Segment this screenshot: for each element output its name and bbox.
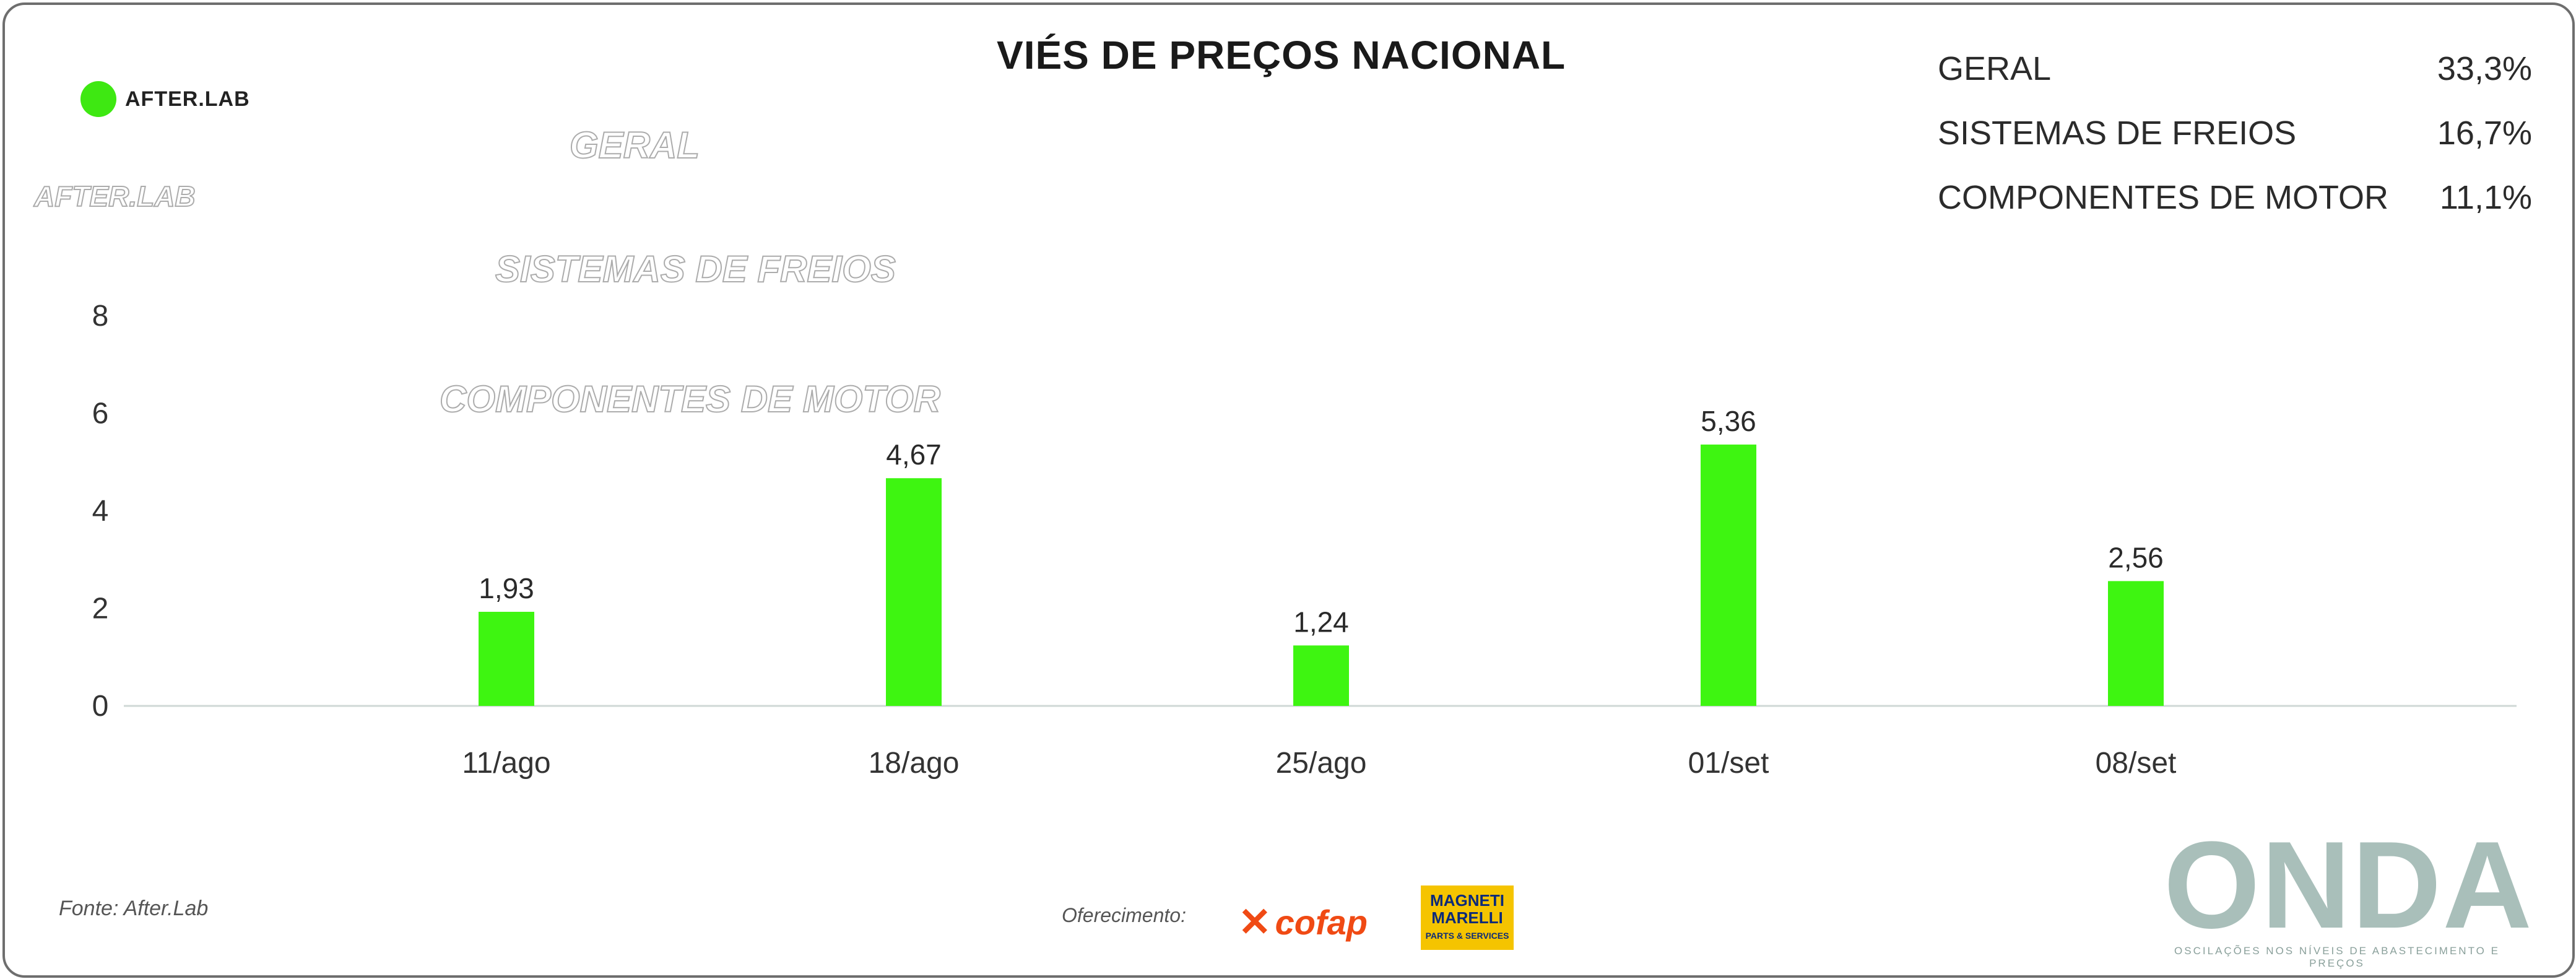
x-tick-label: 25/ago	[1276, 747, 1367, 780]
summary-value: 33,3%	[2437, 50, 2532, 87]
cofap-logo: ✕ cofap	[1238, 899, 1368, 946]
bar-value-label: 4,67	[886, 438, 942, 471]
bar	[886, 478, 942, 706]
summary-label: GERAL	[1938, 50, 2052, 87]
onda-tagline: OSCILAÇÕES NOS NÍVEIS DE ABASTECIMENTO E…	[2174, 945, 2500, 969]
bar	[1701, 444, 1756, 706]
afterlab-logo: AFTER.LAB	[80, 80, 250, 118]
y-tick-label: 8	[92, 300, 109, 333]
bar-value-label: 1,93	[479, 572, 534, 604]
x-tick-label: 18/ago	[869, 747, 960, 780]
ghost-afterlab: AFTER.LAB	[33, 180, 196, 213]
summary-row: COMPONENTES DE MOTOR 11,1%	[1938, 178, 2532, 243]
y-tick-label: 6	[92, 398, 109, 430]
summary-table: GERAL 33,3% SISTEMAS DE FREIOS 16,7% COM…	[1938, 50, 2532, 243]
bar	[479, 612, 534, 706]
magneti-marelli-sub: PARTS & SERVICES	[1425, 931, 1509, 941]
bar	[1293, 645, 1349, 706]
onda-logo: ONDA OSCILAÇÕES NOS NÍVEIS DE ABASTECIME…	[2164, 816, 2533, 970]
onda-logo-text: ONDA	[2164, 816, 2533, 954]
ghost-motor-label: COMPONENTES DE MOTOR	[439, 378, 941, 420]
x-tick-label: 01/set	[1688, 747, 1769, 780]
summary-label: COMPONENTES DE MOTOR	[1938, 179, 2389, 216]
ghost-freios-label: SISTEMAS DE FREIOS	[495, 248, 896, 290]
afterlab-logo-icon	[80, 81, 116, 117]
summary-value: 16,7%	[2437, 115, 2532, 152]
sponsor-label: Oferecimento:	[1062, 904, 1186, 926]
summary-row: SISTEMAS DE FREIOS 16,7%	[1938, 114, 2532, 178]
ghost-geral-label: GERAL	[569, 124, 700, 167]
summary-value: 11,1%	[2439, 179, 2532, 216]
x-tick-label: 11/ago	[462, 747, 550, 780]
bar-value-label: 5,36	[1701, 405, 1756, 437]
afterlab-logo-text: AFTER.LAB	[125, 87, 250, 111]
chart-title: VIÉS DE PREÇOS NACIONAL	[997, 33, 1566, 77]
cofap-logo-text: cofap	[1275, 903, 1368, 942]
source-note: Fonte: After.Lab	[59, 897, 209, 920]
summary-label: SISTEMAS DE FREIOS	[1938, 115, 2297, 152]
y-tick-label: 0	[92, 690, 109, 723]
cofap-x-icon: ✕	[1238, 900, 1272, 944]
x-tick-label: 08/set	[2096, 747, 2177, 780]
magneti-marelli-logo: MAGNETI MARELLI PARTS & SERVICES	[1421, 885, 1514, 950]
bar-value-label: 2,56	[2108, 541, 2164, 573]
bar-value-label: 1,24	[1293, 606, 1349, 638]
summary-row: GERAL 33,3%	[1938, 50, 2532, 114]
magneti-marelli-name: MAGNETI MARELLI	[1430, 891, 1504, 927]
bar	[2108, 581, 2164, 706]
y-tick-label: 2	[92, 593, 109, 625]
y-tick-label: 4	[92, 495, 109, 528]
